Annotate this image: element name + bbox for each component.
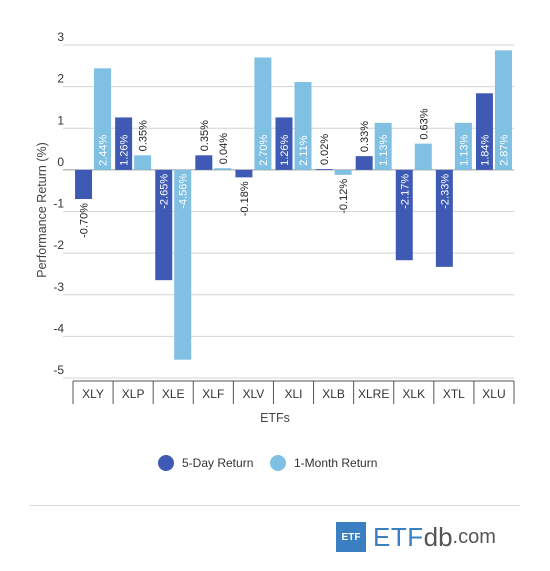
bar-5day — [155, 169, 173, 281]
x-tick-label: XLP — [122, 387, 145, 401]
x-tick-label: XLU — [482, 387, 505, 401]
bar-1month — [454, 122, 472, 170]
data-label: 0.04% — [218, 133, 230, 164]
bar-5day — [435, 169, 453, 267]
data-label: 0.35% — [199, 120, 211, 151]
legend-label-5day: 5-Day Return — [182, 456, 253, 470]
data-label: 2.11% — [298, 135, 310, 166]
bar-5day — [315, 169, 333, 170]
data-label: -0.18% — [239, 181, 251, 216]
y-tick-label: -5 — [53, 363, 64, 377]
bar-1month — [494, 50, 512, 170]
x-tick-label: XLV — [243, 387, 265, 401]
data-label: 1.26% — [119, 134, 131, 165]
data-label: 1.13% — [458, 134, 470, 165]
data-label: 2.70% — [258, 134, 270, 165]
legend-marker-1month — [270, 455, 286, 471]
x-tick-label: XLF — [202, 387, 224, 401]
legend-marker-5day — [158, 455, 174, 471]
bar-5day — [395, 169, 413, 261]
y-tick-label: 3 — [57, 30, 64, 44]
bar-1month — [214, 168, 232, 170]
data-label: 1.84% — [479, 134, 491, 165]
bar-5day — [475, 93, 493, 170]
legend-label-1month: 1-Month Return — [294, 456, 377, 470]
y-tick-label: -3 — [53, 280, 64, 294]
data-label: 2.87% — [498, 134, 510, 165]
data-label: 0.33% — [359, 121, 371, 152]
data-label: 2.44% — [98, 134, 110, 165]
y-axis-title: Performance Return (%) — [35, 142, 49, 277]
bar-5day — [75, 169, 93, 200]
y-tick-label: 2 — [57, 72, 64, 86]
data-label: 0.02% — [319, 134, 331, 165]
etfdb-logo: ETF ETF db .com — [336, 521, 496, 553]
bar-5day — [195, 155, 213, 170]
y-tick-label: 1 — [57, 113, 64, 127]
bar-5day — [235, 169, 253, 178]
x-tick-label: XLI — [284, 387, 302, 401]
bar-5day — [355, 156, 373, 170]
data-label: 1.13% — [378, 134, 390, 165]
footer-divider — [30, 505, 520, 506]
y-tick-label: -2 — [53, 238, 64, 252]
data-label: 0.35% — [138, 120, 150, 151]
bar-1month — [94, 68, 112, 170]
logo-box: ETF — [336, 522, 366, 552]
logo-etf-text: ETF — [373, 521, 424, 552]
y-tick-label: -4 — [53, 321, 64, 335]
x-tick-label: XLB — [322, 387, 345, 401]
bar-5day — [115, 117, 133, 170]
logo-com-text: .com — [452, 525, 496, 548]
data-label: -2.17% — [399, 174, 411, 209]
bar-1month — [414, 143, 432, 170]
x-tick-label: XLK — [402, 387, 425, 401]
data-label: -4.56% — [178, 174, 190, 209]
logo-db-text: db — [423, 521, 453, 552]
bar-1month — [334, 169, 352, 175]
bar-1month — [374, 122, 392, 170]
data-label: -2.33% — [439, 174, 451, 209]
bar-1month — [174, 169, 192, 360]
x-axis-title: ETFs — [260, 411, 290, 425]
bar-1month — [294, 82, 312, 170]
bar-1month — [134, 155, 152, 170]
x-tick-label: XTL — [443, 387, 465, 401]
x-tick-label: XLRE — [358, 387, 389, 401]
y-tick-label: -1 — [53, 197, 64, 211]
y-tick-label: 0 — [57, 155, 64, 169]
bar-5day — [275, 117, 293, 170]
data-label: -0.12% — [338, 179, 350, 214]
data-label: 0.63% — [418, 108, 430, 139]
data-label: -2.65% — [159, 174, 171, 209]
bar-1month — [254, 57, 272, 170]
chart: 3 2 1 0 -1 -2 -3 -4 -5 XLY XLP XLE XLF XLV XLI XLB XLRE X… — [35, 30, 515, 471]
x-tick-label: XLY — [82, 387, 104, 401]
data-label: -0.70% — [79, 203, 91, 238]
x-tick-label: XLE — [162, 387, 185, 401]
data-label: 1.26% — [279, 134, 291, 165]
